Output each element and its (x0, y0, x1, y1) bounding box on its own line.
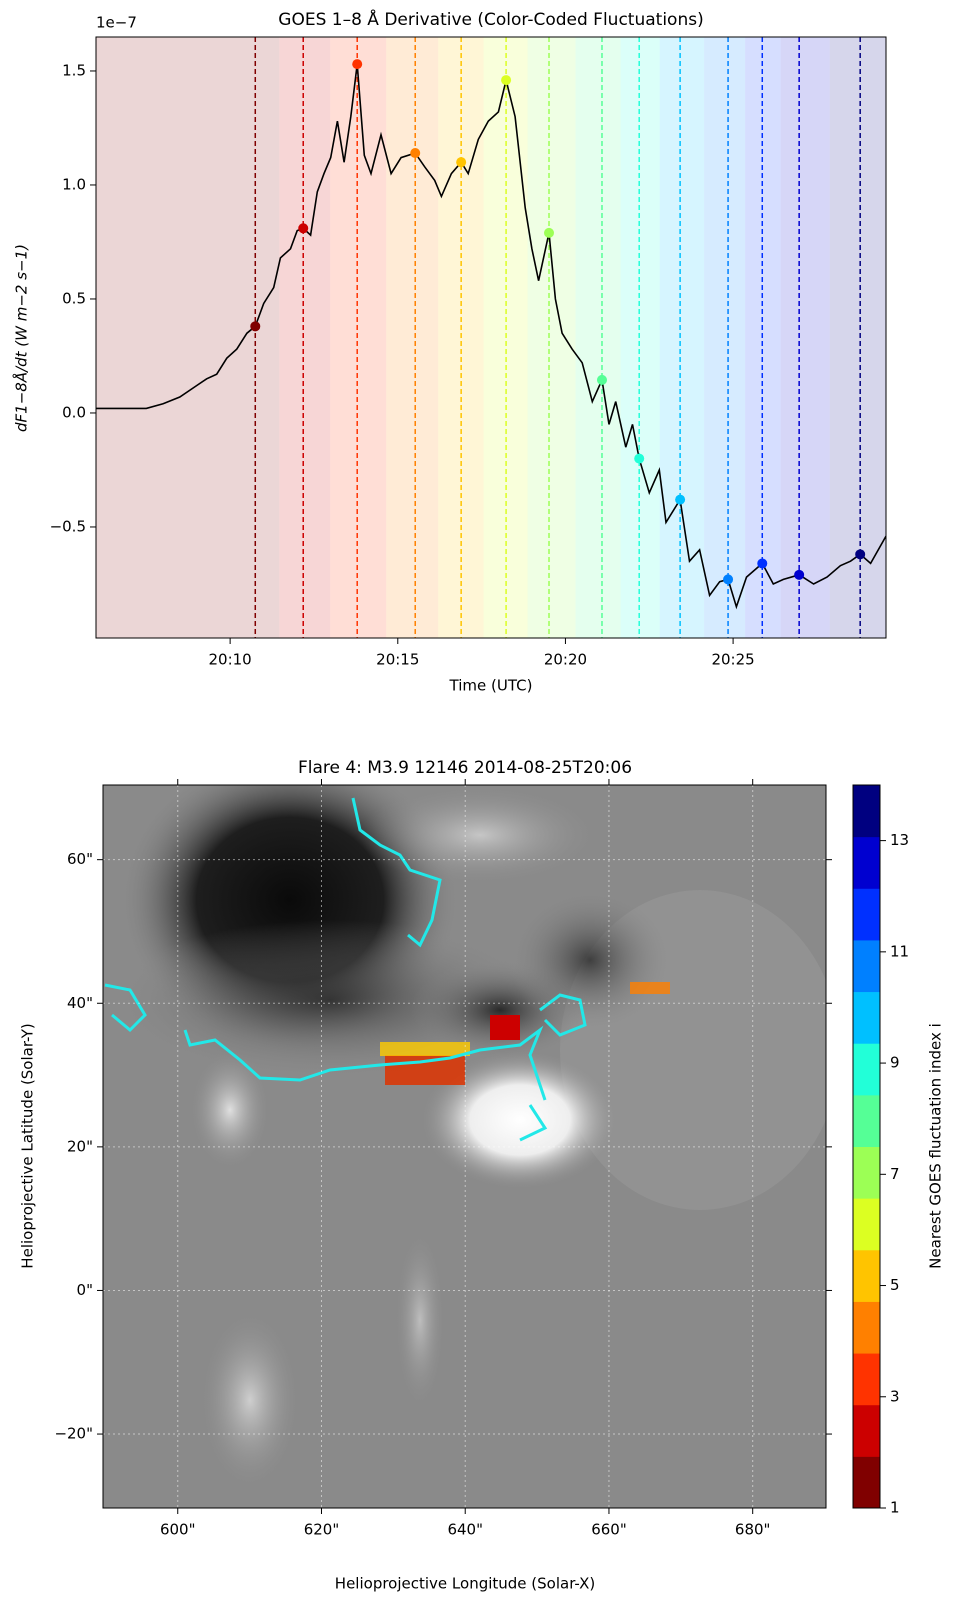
colorbar-swatch (853, 1301, 880, 1354)
y-tick-label: 40" (67, 994, 93, 1012)
point (596, 374, 607, 385)
x-tick-label: 20:20 (544, 651, 587, 669)
colorbar-swatch (853, 939, 880, 993)
point (723, 574, 734, 585)
colorbar-swatch (853, 1094, 880, 1147)
colorbar-swatch (853, 1353, 880, 1406)
band (575, 37, 621, 638)
y-tick-label: 0" (77, 1281, 93, 1299)
flare-pixels (380, 1042, 470, 1056)
colorbar-tick-label: 7 (890, 1165, 900, 1183)
flare-pixels (630, 982, 670, 994)
band (620, 37, 660, 638)
colorbar-tick-label: 1 (890, 1499, 900, 1517)
chart-title: Flare 4: M3.9 12146 2014-08-25T20:06 (298, 758, 632, 778)
point (501, 75, 512, 86)
y-axis-label: dF1−8Å/dt (W m−2 s−1) (12, 244, 31, 432)
point (675, 494, 686, 505)
point (855, 549, 866, 560)
colorbar-tick-label: 3 (890, 1387, 900, 1405)
axes-frame (95, 36, 887, 639)
colorbar-swatch (853, 1146, 880, 1199)
colorbar-tick-label: 9 (890, 1054, 900, 1072)
band (704, 37, 746, 638)
offset-label: 1e−7 (96, 14, 137, 32)
x-tick-label: 20:25 (711, 651, 754, 669)
band (829, 37, 886, 638)
y-tick-label: 0.5 (62, 289, 86, 307)
y-tick-label: −0.5 (50, 517, 86, 535)
band (527, 37, 576, 638)
flare-pixels (490, 1015, 520, 1040)
point (544, 227, 555, 238)
y-tick-label: 1.5 (62, 61, 86, 79)
colorbar-swatch (853, 1456, 880, 1509)
colorbar-tick-label: 13 (890, 831, 909, 849)
contour (539, 993, 587, 1037)
point (634, 453, 645, 464)
colorbar-label: Nearest GOES fluctuation index i (927, 1023, 945, 1269)
x-axis-label: Time (UTC) (449, 677, 533, 695)
colorbar-swatch (853, 785, 880, 838)
contour (519, 1104, 548, 1142)
band (279, 37, 331, 638)
point (352, 59, 363, 70)
image-region (200, 1310, 300, 1490)
x-tick-label: 660" (591, 1521, 627, 1539)
x-tick-label: 600" (160, 1521, 196, 1539)
colorbar-swatch (853, 1198, 880, 1251)
y-tick-label: 1.0 (62, 175, 86, 193)
colorbar-swatch (853, 836, 880, 889)
plot-area (96, 37, 886, 638)
point (298, 223, 309, 234)
band (386, 37, 439, 638)
contour (104, 983, 147, 1033)
plot-overlay (103, 785, 826, 1508)
image-region (420, 1050, 620, 1190)
point (410, 148, 421, 159)
y-tick-label: 0.0 (62, 403, 86, 421)
image-region (190, 1050, 270, 1170)
image-region (395, 1230, 445, 1410)
colorbar-swatch (853, 888, 880, 941)
band (659, 37, 705, 638)
y-tick-label: 20" (67, 1137, 93, 1155)
band (96, 37, 280, 638)
colorbar-swatch (853, 991, 880, 1044)
x-tick-label: 640" (447, 1521, 483, 1539)
colorbar-swatch (853, 1249, 880, 1302)
point (757, 558, 768, 569)
y-tick-label: −20" (54, 1425, 93, 1443)
image-region (360, 785, 600, 885)
contour (183, 1025, 547, 1101)
colorbar-frame (852, 784, 881, 1509)
band (780, 37, 830, 638)
colorbar-tick-label: 5 (890, 1276, 900, 1294)
x-axis-label: Helioprojective Longitude (Solar-X) (335, 1575, 595, 1593)
colorbar-tick-label: 11 (890, 942, 909, 960)
x-tick-label: 20:15 (376, 651, 419, 669)
image-region (510, 890, 670, 1030)
chart-title: GOES 1–8 Å Derivative (Color-Coded Fluct… (278, 8, 703, 30)
y-tick-label: 60" (67, 850, 93, 868)
x-tick-label: 620" (304, 1521, 340, 1539)
flare-pixels (385, 1055, 465, 1085)
point (456, 157, 467, 168)
y-axis-label: Helioprojective Latitude (Solar-Y) (19, 1023, 37, 1268)
contour (351, 797, 442, 948)
x-tick-label: 680" (735, 1521, 771, 1539)
colorbar-swatch (853, 1043, 880, 1096)
point (794, 569, 805, 580)
colorbar-swatch (853, 1404, 880, 1457)
x-tick-label: 20:10 (209, 651, 252, 669)
point (250, 321, 261, 332)
magnetogram (103, 785, 826, 1508)
